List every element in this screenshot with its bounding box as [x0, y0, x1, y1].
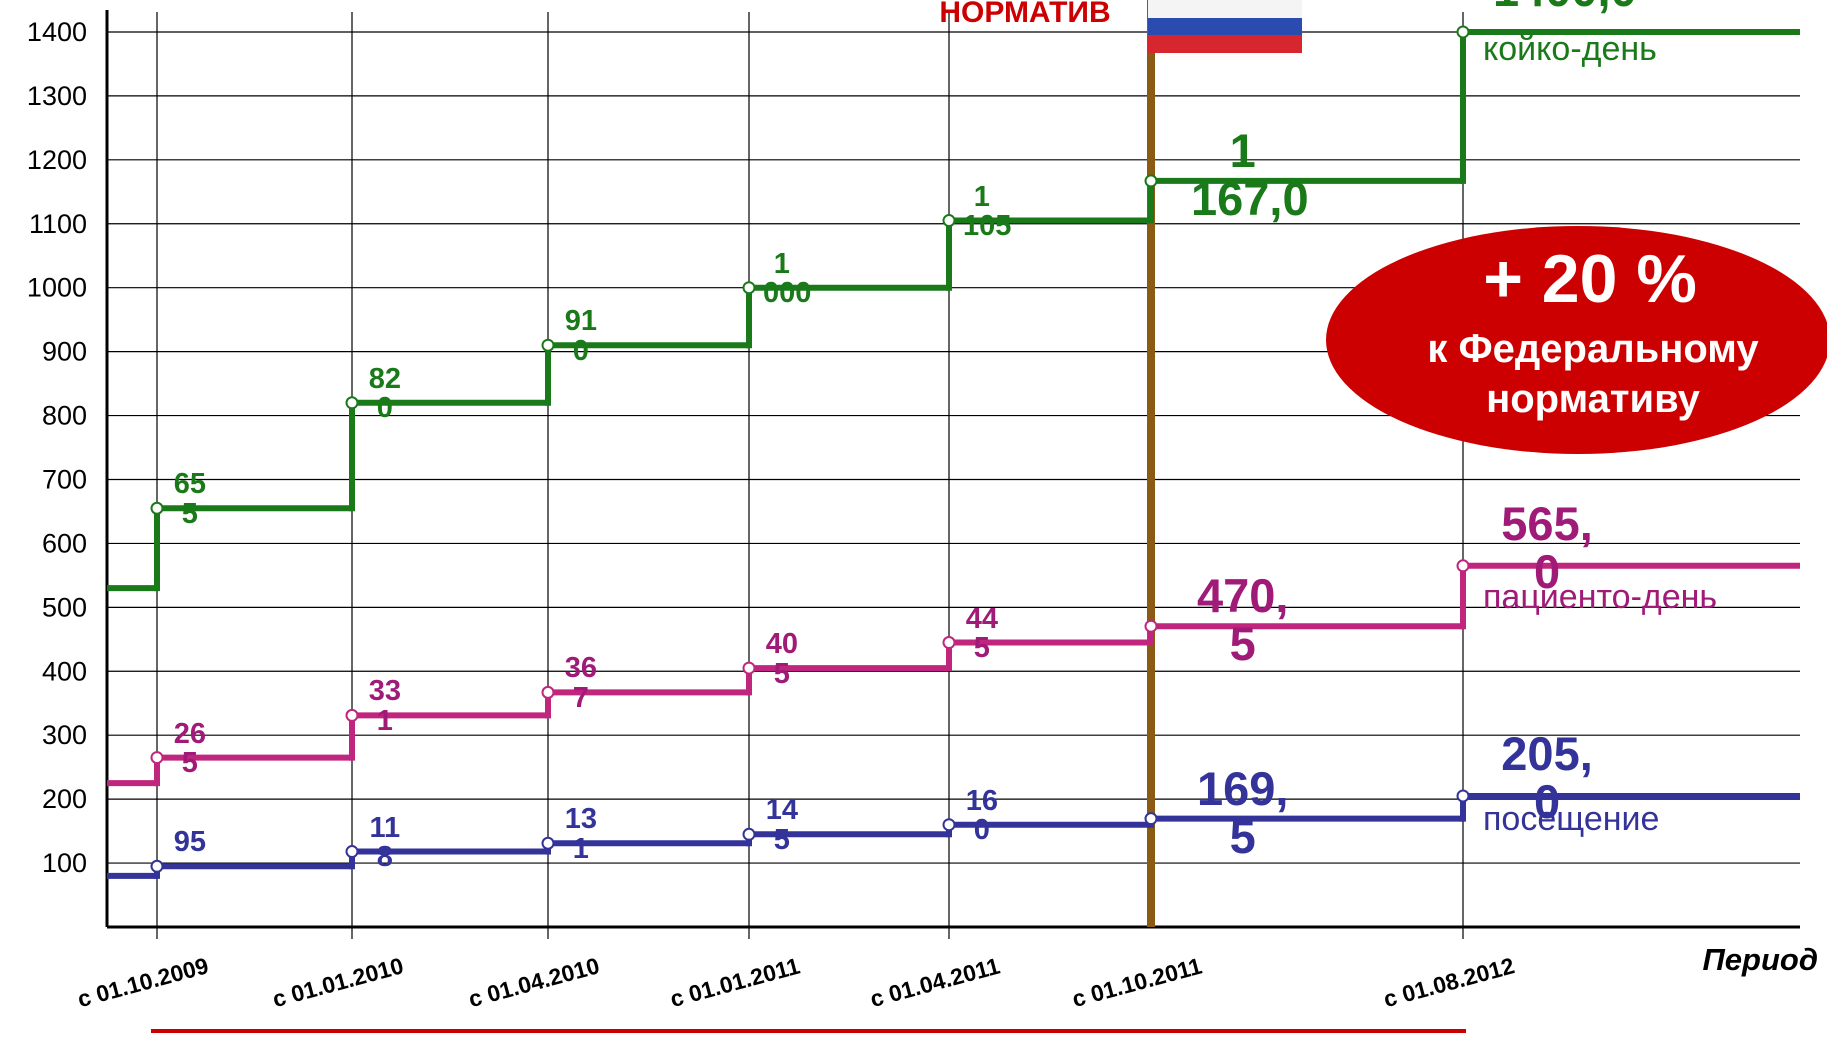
value-label: 95 [173, 826, 206, 859]
y-tick-label: 400 [42, 656, 87, 686]
value-label: 1 000 [763, 247, 812, 310]
value-label: 205,0 [1501, 726, 1593, 828]
x-tick-label: с 01.10.2009 [75, 952, 211, 1012]
step-point [541, 338, 555, 352]
y-tick-label: 1400 [27, 17, 87, 47]
legend-label: посещение [1483, 800, 1659, 838]
flag [1148, 0, 1302, 53]
step-point [150, 501, 164, 515]
y-tick-label: 200 [42, 784, 87, 814]
step-point [1144, 812, 1158, 826]
y-tick-label: 100 [42, 848, 87, 878]
x-tick-label: с 01.10.2011 [1069, 952, 1204, 1012]
y-tick-label: 700 [42, 464, 87, 494]
step-point [345, 845, 359, 859]
step-point [742, 827, 756, 841]
y-tick-label: 1200 [27, 145, 87, 175]
step-point [541, 836, 555, 850]
x-axis-label: Период [1702, 942, 1818, 977]
step-point [742, 661, 756, 675]
normative-label: НОРМАТИВ [939, 0, 1110, 29]
y-tick-label: 1100 [29, 209, 87, 239]
y-tick-label: 1300 [27, 81, 87, 111]
y-tick-label: 1000 [27, 273, 87, 303]
step-point [1144, 174, 1158, 188]
step-point [1456, 789, 1470, 803]
step-point [345, 396, 359, 410]
x-tick-label: с 01.08.2012 [1381, 952, 1517, 1012]
step-point [942, 636, 956, 650]
step-point [541, 685, 555, 699]
flag-white [1148, 0, 1302, 18]
y-tick-label: 800 [42, 401, 87, 431]
value-label: 331 [368, 675, 401, 737]
value-label: 445 [965, 602, 998, 665]
badge-line: нормативу [1486, 377, 1701, 421]
x-tick-label: с 01.01.2011 [667, 952, 802, 1012]
legend-label: койко-день [1483, 30, 1657, 68]
x-tick-label: с 01.04.2011 [867, 952, 1002, 1012]
badge [1326, 226, 1827, 454]
step-point [1456, 25, 1470, 39]
x-tick-label: с 01.04.2010 [466, 952, 602, 1012]
value-label: 145 [765, 794, 798, 856]
badge-line: к Федеральному [1427, 327, 1759, 371]
value-label: 160 [965, 784, 998, 847]
value-label: 367 [564, 652, 597, 714]
value-label: 565,0 [1501, 496, 1593, 598]
x-tick-label: с 01.01.2010 [270, 952, 406, 1012]
y-tick-label: 900 [42, 337, 87, 367]
step-point [1144, 619, 1158, 633]
value-label: 1 105 [963, 180, 1012, 243]
value-label: 470,5 [1196, 569, 1289, 671]
y-tick-label: 500 [42, 592, 87, 622]
step-point [942, 214, 956, 228]
value-label: 131 [564, 803, 597, 865]
y-tick-label: 600 [42, 528, 87, 558]
legend-label: пациенто-день [1483, 578, 1717, 616]
y-tick-label: 300 [42, 720, 87, 750]
value-label: 1400,0 [1493, 0, 1637, 14]
value-label: 820 [368, 362, 401, 425]
value-label: 910 [564, 305, 597, 367]
flag-red [1148, 35, 1302, 53]
value-label: 265 [173, 717, 206, 780]
step-point [150, 751, 164, 765]
flag-blue [1148, 18, 1302, 35]
value-label: 169,5 [1196, 761, 1289, 863]
step-point [942, 818, 956, 832]
value-label: 655 [173, 468, 206, 530]
value-label: 1 167,0 [1191, 123, 1309, 225]
step-point [150, 859, 164, 873]
step-point [1456, 559, 1470, 573]
step-point [345, 708, 359, 722]
step-point [742, 281, 756, 295]
value-label: 405 [765, 628, 798, 690]
value-label: 118 [369, 811, 401, 874]
badge-big: + 20 % [1483, 241, 1697, 317]
